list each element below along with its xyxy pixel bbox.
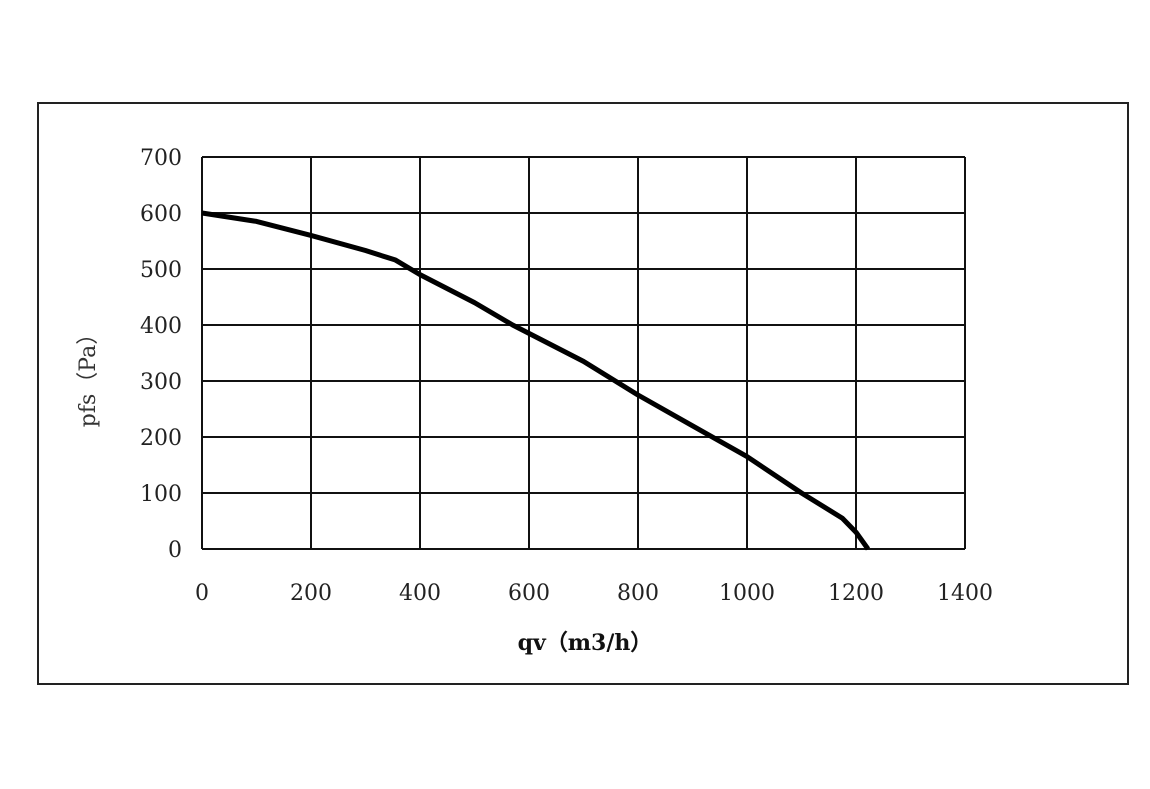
- y-tick-label: 700: [140, 146, 182, 171]
- x-tick-label: 1200: [828, 581, 884, 606]
- y-tick-label: 600: [140, 202, 182, 227]
- y-axis-label: pfs（Pa）: [76, 323, 101, 427]
- series-line-fan-curve: [201, 210, 871, 551]
- x-tick-label: 0: [195, 581, 209, 606]
- x-tick-label: 1000: [719, 581, 775, 606]
- y-tick-label: 500: [140, 258, 182, 283]
- y-tick-label: 200: [140, 426, 182, 451]
- y-tick-label: 300: [140, 370, 182, 395]
- x-tick-label: 400: [399, 581, 441, 606]
- x-axis-label: qv（m3/h）: [518, 630, 653, 656]
- y-tick-label: 0: [168, 538, 182, 563]
- y-tick-label: 100: [140, 482, 182, 507]
- x-tick-label: 600: [508, 581, 550, 606]
- chart-frame: [37, 102, 1129, 685]
- x-tick-label: 1400: [937, 581, 993, 606]
- x-tick-label: 800: [617, 581, 659, 606]
- y-tick-label: 400: [140, 314, 182, 339]
- x-tick-label: 200: [290, 581, 332, 606]
